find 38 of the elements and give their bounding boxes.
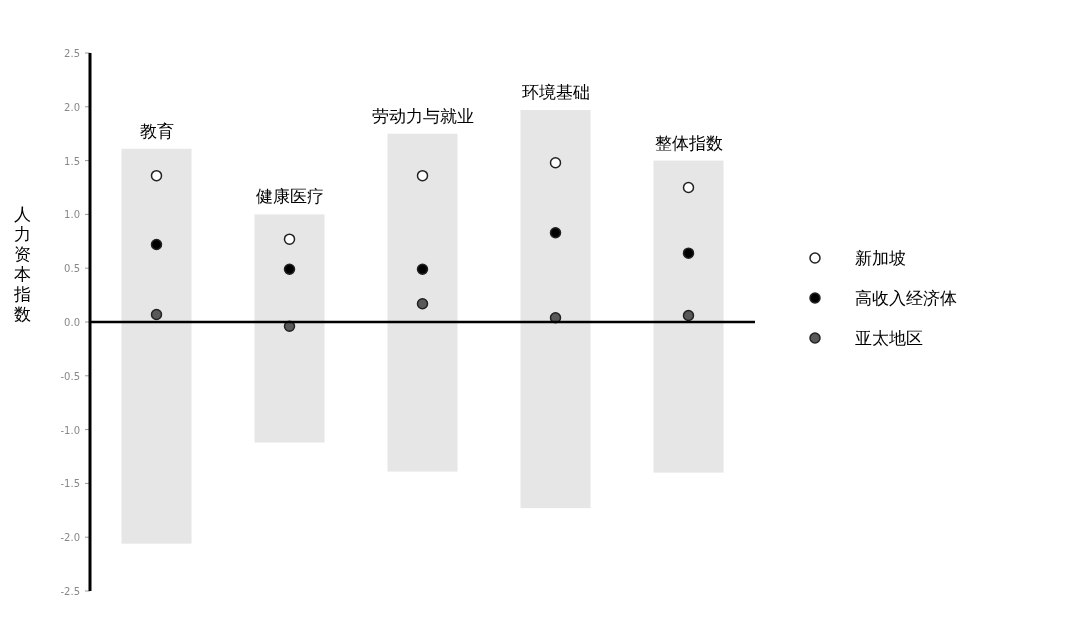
point <box>283 263 296 276</box>
point <box>283 233 296 245</box>
bar <box>653 160 724 473</box>
bar <box>121 148 192 544</box>
bar <box>520 110 591 509</box>
y-tick-label: -2.0 <box>60 532 80 544</box>
y-tick-label: 2.0 <box>64 101 80 113</box>
point <box>150 308 163 321</box>
x-tick-label: 整体指数 <box>654 132 723 153</box>
point <box>549 157 562 169</box>
y-tick-label: -0.5 <box>60 370 80 382</box>
y-tick-label: -2.5 <box>60 586 80 597</box>
y-axis-title: 人力资本指数 <box>12 204 31 324</box>
point <box>682 309 695 322</box>
point <box>150 169 163 182</box>
x-tick-label: 教育 <box>139 120 174 141</box>
y-tick-label: 1.0 <box>64 209 80 221</box>
y-tick-label: 2.5 <box>64 48 80 59</box>
point <box>549 226 562 239</box>
x-tick-label: 劳动力与就业 <box>371 105 474 126</box>
point <box>416 169 429 182</box>
point <box>150 238 163 251</box>
point <box>416 263 429 276</box>
y-tick-label: -1.0 <box>60 424 80 436</box>
bar <box>254 214 325 443</box>
point <box>682 181 695 194</box>
point <box>682 247 695 259</box>
bar <box>387 133 458 472</box>
legend-label: 亚太地区 <box>855 328 923 348</box>
legend-label: 高收入经济体 <box>855 288 957 308</box>
y-tick-label: -1.5 <box>60 478 80 490</box>
y-tick-label: 0.5 <box>64 263 80 275</box>
legend-label: 新加坡 <box>855 248 906 268</box>
x-tick-label: 环境基础 <box>521 82 590 103</box>
x-tick-label: 健康医疗 <box>255 186 324 207</box>
point <box>416 297 429 310</box>
y-tick-label: 1.5 <box>64 155 80 167</box>
y-tick-label: 0.0 <box>64 317 80 328</box>
